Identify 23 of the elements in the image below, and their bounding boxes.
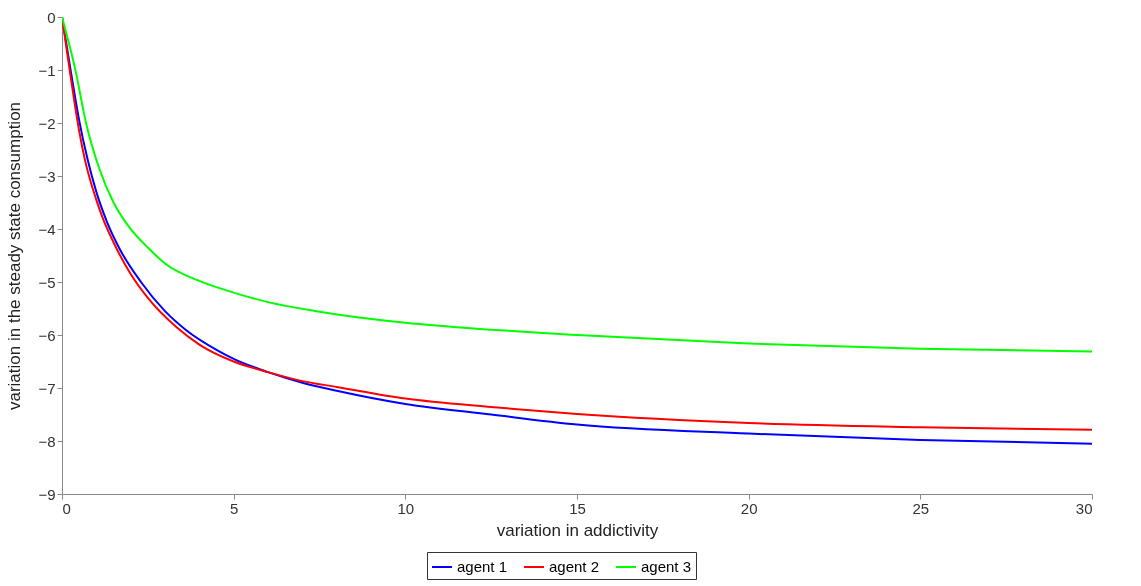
y-tick-label: −1 — [38, 61, 56, 79]
x-tick-label: 5 — [229, 499, 239, 517]
x-axis-title: variation in addictivity — [496, 520, 659, 540]
x-tick-label: 0 — [62, 499, 71, 517]
y-tick-label: −7 — [38, 379, 56, 397]
x-tick-label: 25 — [912, 499, 930, 517]
y-tick-label: −3 — [38, 167, 56, 185]
x-tick-label: 20 — [740, 499, 758, 517]
line-series — [62, 17, 1092, 353]
y-tick-label: −8 — [38, 432, 56, 450]
y-tick-label: −9 — [38, 485, 56, 503]
x-tick-label: 30 — [1075, 499, 1093, 517]
y-tick-label: −4 — [38, 220, 56, 238]
legend-label: agent 1 — [457, 558, 508, 575]
y-tick-label: −6 — [38, 326, 56, 344]
y-tick-label: −5 — [38, 273, 56, 291]
legend-label: agent 2 — [549, 558, 600, 575]
x-tick-label: 10 — [397, 499, 415, 517]
y-tick-label: 0 — [47, 8, 56, 26]
x-tick-label: 15 — [569, 499, 586, 517]
legend-label: agent 3 — [641, 558, 692, 575]
y-tick-label: −2 — [38, 114, 56, 132]
y-axis-title: variation in the steady state consumption — [5, 101, 25, 411]
